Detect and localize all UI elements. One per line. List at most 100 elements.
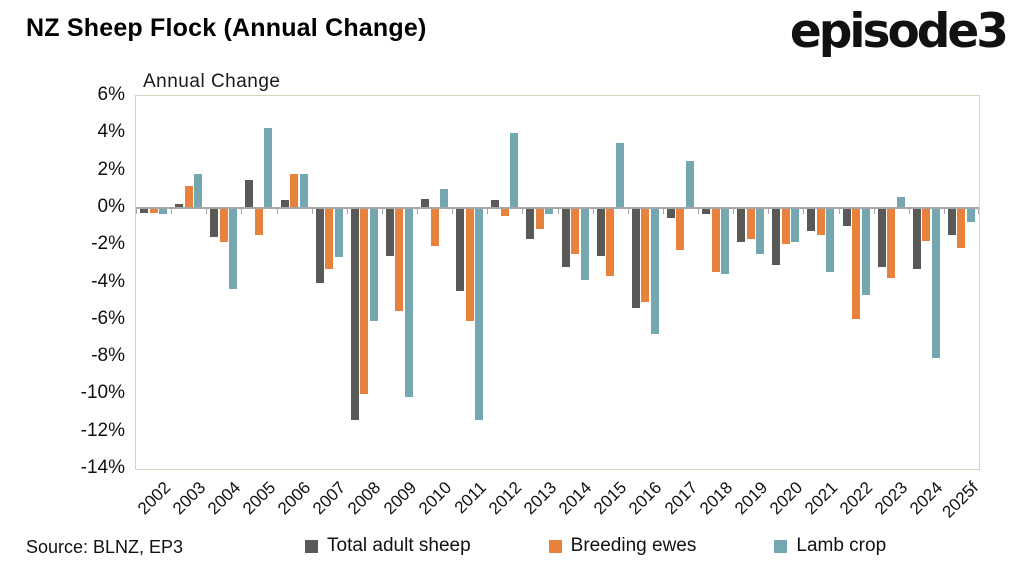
- bar-lamb-crop-2020: [791, 208, 800, 243]
- legend-swatch: [774, 539, 788, 553]
- axis-tick: [382, 208, 383, 214]
- x-tick-label: 2021: [801, 478, 842, 519]
- x-tick-label: 2013: [520, 478, 561, 519]
- x-tick-label: 2022: [836, 478, 877, 519]
- bar-breeding-ewes-2005: [254, 208, 263, 235]
- bar-lamb-crop-2004: [229, 208, 238, 290]
- x-tick-label: 2024: [906, 478, 947, 519]
- bar-breeding-ewes-2013: [535, 208, 544, 230]
- bar-lamb-crop-2021: [826, 208, 835, 273]
- y-tick-label: -4%: [91, 270, 125, 292]
- bar-lamb-crop-2013: [545, 208, 554, 215]
- y-tick-label: -14%: [80, 457, 125, 478]
- bar-total-adult-sheep-2017: [666, 208, 675, 219]
- bar-total-adult-sheep-2002: [140, 208, 149, 213]
- bar-total-adult-sheep-2020: [772, 208, 781, 265]
- bar-total-adult-sheep-2013: [526, 208, 535, 239]
- x-tick-label: 2008: [344, 478, 385, 519]
- bar-breeding-ewes-2002: [149, 208, 158, 213]
- axis-tick: [874, 208, 875, 214]
- bar-breeding-ewes-2020: [781, 208, 790, 245]
- x-tick-label: 2018: [695, 478, 736, 519]
- axis-tick: [171, 208, 172, 214]
- legend-label: Breeding ewes: [570, 535, 697, 556]
- bar-total-adult-sheep-2006: [280, 200, 289, 208]
- bar-total-adult-sheep-2024: [912, 208, 921, 269]
- bar-total-adult-sheep-2009: [385, 208, 394, 256]
- bar-lamb-crop-2019: [756, 208, 765, 254]
- legend: Total adult sheep Breeding ewes Lamb crop: [305, 535, 886, 557]
- legend-label: Total adult sheep: [327, 535, 471, 556]
- bar-lamb-crop-2014: [580, 208, 589, 280]
- axis-tick: [277, 208, 278, 214]
- y-tick-label: -10%: [80, 382, 125, 404]
- bar-lamb-crop-2017: [685, 161, 694, 208]
- bar-total-adult-sheep-2015: [596, 208, 605, 256]
- axis-tick: [558, 208, 559, 214]
- x-tick-label: 2002: [133, 478, 174, 519]
- bar-lamb-crop-2022: [861, 208, 870, 295]
- bar-lamb-crop-2023: [896, 196, 905, 208]
- bar-total-adult-sheep-2018: [702, 208, 711, 215]
- x-tick-label: 2007: [309, 478, 350, 519]
- axis-tick: [312, 208, 313, 214]
- bar-total-adult-sheep-2019: [737, 208, 746, 243]
- bar-total-adult-sheep-2011: [456, 208, 465, 291]
- bar-lamb-crop-2024: [931, 208, 940, 359]
- plot-area: [135, 95, 980, 470]
- bar-breeding-ewes-2016: [641, 208, 650, 303]
- bar-total-adult-sheep-2021: [807, 208, 816, 232]
- bar-lamb-crop-2010: [440, 189, 449, 208]
- bar-breeding-ewes-2009: [395, 208, 404, 312]
- episode3-logo: episode3: [789, 4, 1009, 59]
- y-tick-label: -6%: [91, 307, 125, 329]
- bar-total-adult-sheep-2007: [315, 208, 324, 284]
- bar-breeding-ewes-2018: [711, 208, 720, 273]
- y-tick-label: 2%: [97, 158, 125, 180]
- legend-item-total-adult-sheep: Total adult sheep: [305, 535, 471, 557]
- legend-swatch: [548, 539, 562, 553]
- x-tick-label: 2014: [555, 478, 596, 519]
- axis-tick: [944, 208, 945, 214]
- x-tick-label: 2015: [590, 478, 631, 519]
- bar-lamb-crop-2025f: [966, 208, 975, 222]
- bar-lamb-crop-2012: [510, 133, 519, 208]
- axis-tick: [733, 208, 734, 214]
- bar-total-adult-sheep-2022: [842, 208, 851, 226]
- y-tick-label: -12%: [80, 419, 125, 441]
- bar-breeding-ewes-2017: [676, 208, 685, 250]
- x-tick-label: 2011: [450, 478, 491, 518]
- bar-total-adult-sheep-2003: [175, 204, 184, 208]
- axis-tick: [839, 208, 840, 214]
- bar-total-adult-sheep-2012: [491, 200, 500, 208]
- bar-breeding-ewes-2022: [852, 208, 861, 319]
- bar-breeding-ewes-2019: [746, 208, 755, 239]
- source-note: Source: BLNZ, EP3: [26, 537, 184, 557]
- bar-lamb-crop-2006: [299, 174, 308, 208]
- x-tick-label: 2012: [485, 478, 526, 519]
- x-tick-label: 2010: [414, 478, 455, 519]
- x-tick-label: 2006: [274, 478, 315, 519]
- legend-item-lamb-crop: Lamb crop: [774, 535, 886, 557]
- bar-breeding-ewes-2006: [290, 174, 299, 208]
- bar-lamb-crop-2016: [650, 208, 659, 334]
- legend-swatch: [305, 539, 318, 553]
- bar-total-adult-sheep-2004: [210, 208, 219, 237]
- axis-tick: [768, 208, 769, 214]
- y-tick-label: -2%: [91, 233, 125, 255]
- axis-tick: [803, 208, 804, 214]
- legend-label: Lamb crop: [796, 535, 887, 556]
- x-tick-label: 2020: [766, 478, 807, 519]
- axis-tick: [347, 208, 348, 214]
- bar-total-adult-sheep-2016: [631, 208, 640, 308]
- bar-breeding-ewes-2004: [219, 208, 228, 243]
- bar-breeding-ewes-2007: [325, 208, 334, 269]
- bar-lamb-crop-2018: [721, 208, 730, 275]
- axis-tick: [452, 208, 453, 214]
- bar-breeding-ewes-2014: [571, 208, 580, 254]
- x-tick-label: 2003: [168, 478, 210, 519]
- bar-total-adult-sheep-2023: [877, 208, 886, 267]
- bar-lamb-crop-2007: [334, 208, 343, 258]
- bar-breeding-ewes-2011: [465, 208, 474, 321]
- bar-total-adult-sheep-2008: [350, 208, 359, 420]
